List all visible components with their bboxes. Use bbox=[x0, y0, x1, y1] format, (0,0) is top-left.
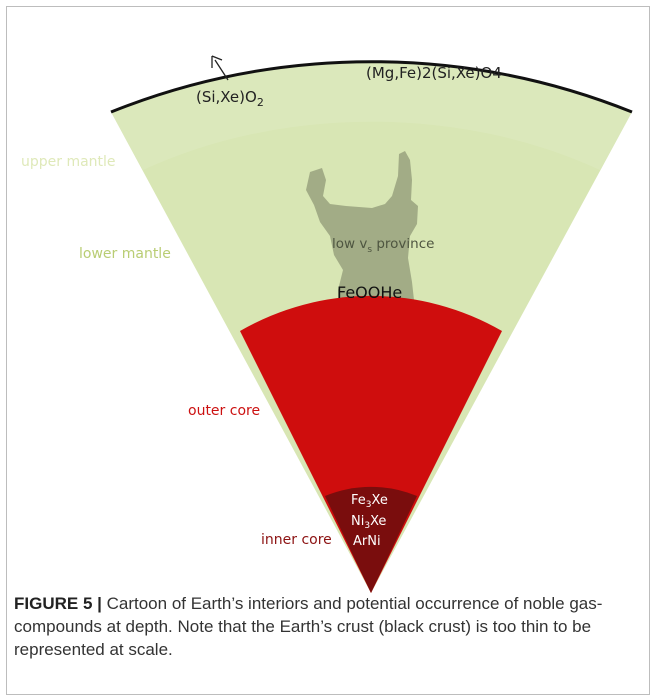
mgfe-label: (Mg,Fe)2(Si,Xe)O4 bbox=[366, 64, 502, 82]
crust-arrowhead bbox=[211, 55, 223, 68]
inner-core-label: inner core bbox=[261, 532, 332, 548]
upper-mantle-label: upper mantle bbox=[21, 154, 116, 170]
outer-core-region bbox=[240, 295, 502, 593]
fe3xe-label: Fe3Xe bbox=[351, 493, 388, 510]
outer-core-label: outer core bbox=[188, 403, 260, 419]
crust-arrow bbox=[214, 59, 229, 81]
low-vs-province-label: low vs province bbox=[332, 236, 434, 255]
caption-text: Cartoon of Earth’s interiors and potenti… bbox=[14, 594, 603, 659]
figure-caption: FIGURE 5 | Cartoon of Earth’s interiors … bbox=[14, 592, 644, 661]
crust-line bbox=[110, 60, 633, 114]
caption-label: FIGURE 5 | bbox=[14, 594, 102, 613]
arni-label: ArNi bbox=[353, 534, 381, 549]
ni3xe-label: Ni3Xe bbox=[351, 514, 386, 531]
sio2-label: (Si,Xe)O2 bbox=[196, 88, 264, 109]
upper-mantle-band bbox=[111, 61, 632, 170]
inner-core-region bbox=[325, 486, 417, 593]
lower-mantle-label: lower mantle bbox=[79, 246, 171, 262]
feoohe-label: FeOOHe bbox=[337, 283, 402, 302]
figure-frame bbox=[6, 6, 650, 695]
low-vs-province-shape bbox=[306, 151, 418, 300]
